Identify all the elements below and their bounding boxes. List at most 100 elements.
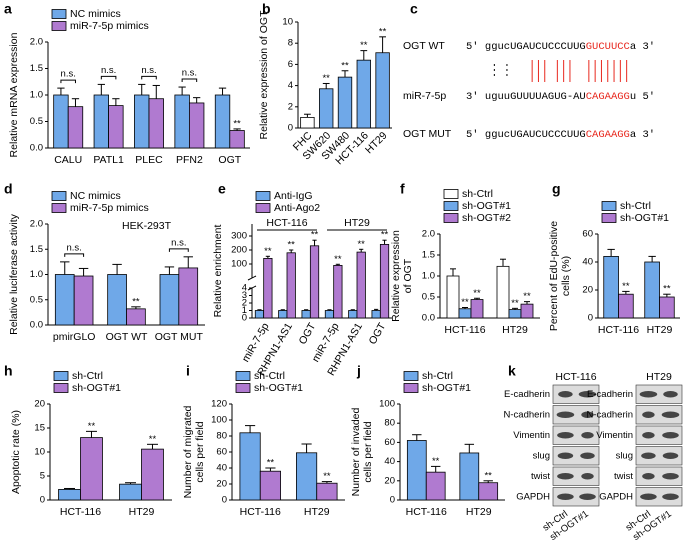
legend-label: Anti-IgG bbox=[274, 190, 313, 202]
protein-label: GAPDH bbox=[599, 491, 633, 502]
row-label: OGT WT bbox=[403, 40, 445, 52]
blot-band bbox=[557, 452, 574, 459]
y-tick-label: 100 bbox=[231, 259, 247, 270]
protein-label: slug bbox=[616, 450, 633, 461]
protein-label: N-cadherin bbox=[504, 409, 550, 420]
error-bar bbox=[257, 309, 262, 311]
significance-label: ** bbox=[360, 40, 368, 51]
x-tick-label: PFN2 bbox=[176, 154, 203, 166]
bar bbox=[470, 299, 484, 319]
y-tick-label: 1.5 bbox=[422, 250, 435, 261]
bar bbox=[188, 102, 205, 149]
x-tick-label: OGT WT bbox=[106, 331, 148, 343]
bar bbox=[324, 310, 335, 319]
panel-letter: j bbox=[356, 363, 361, 379]
protein-label: E-cadherin bbox=[587, 389, 633, 400]
panel-letter: a bbox=[4, 1, 12, 17]
y-tick-label: 60 bbox=[216, 447, 227, 458]
y-tick-label: 20 bbox=[34, 399, 45, 410]
bar bbox=[159, 274, 180, 326]
y-tick-label: 1.5 bbox=[30, 63, 43, 74]
legend-label: sh-Ctrl bbox=[422, 370, 453, 382]
y-tick-label: 2.0 bbox=[30, 37, 43, 48]
y-tick-label: 0.5 bbox=[30, 116, 43, 127]
protein-label: twist bbox=[531, 471, 550, 482]
error-bar bbox=[57, 87, 65, 95]
x-tick-label: HT29 bbox=[129, 506, 155, 518]
legend-label: sh-OGT#2 bbox=[462, 212, 511, 224]
error-bar bbox=[450, 268, 456, 276]
error-bar bbox=[304, 113, 311, 118]
error-bar bbox=[125, 482, 137, 485]
subtitle: HEK-293T bbox=[122, 220, 172, 232]
error-bar bbox=[97, 83, 105, 95]
comparison-label: n.s. bbox=[101, 65, 116, 76]
protein-label: Vimentin bbox=[596, 430, 633, 441]
y-tick-label: 3 bbox=[242, 290, 247, 301]
y-tick-label: 4 bbox=[288, 80, 293, 91]
y-tick-label: 200 bbox=[231, 245, 247, 256]
y-tick-label: 6 bbox=[288, 59, 293, 70]
bar bbox=[319, 88, 334, 129]
y-tick-label: 1.5 bbox=[30, 244, 43, 255]
bar bbox=[659, 296, 675, 319]
error-bar bbox=[152, 84, 160, 99]
significance-label: ** bbox=[663, 284, 671, 295]
y-tick-label: 10 bbox=[282, 17, 293, 28]
bar bbox=[337, 76, 353, 129]
error-bar bbox=[146, 443, 158, 450]
panel-letter: c bbox=[410, 1, 418, 17]
error-bar bbox=[360, 50, 368, 61]
error-bar bbox=[85, 430, 97, 438]
comparison-bracket bbox=[141, 75, 157, 80]
y-tick-label: 300 bbox=[231, 231, 247, 242]
error-bar bbox=[183, 256, 193, 268]
bar bbox=[458, 308, 472, 319]
panel-letter: i bbox=[186, 363, 190, 379]
bar bbox=[119, 483, 142, 501]
sequence-part: 5' ggucUGAUCUCCCUUG bbox=[466, 129, 586, 141]
y-axis-label: Apoptotic rate (%) bbox=[10, 410, 22, 494]
y-tick-label: 0.5 bbox=[422, 292, 435, 303]
legend-label: NC mimics bbox=[70, 190, 121, 202]
x-tick-label: pmirGLO bbox=[53, 331, 96, 343]
blot-band bbox=[639, 391, 658, 398]
bar bbox=[379, 243, 390, 319]
y-axis-label: Number of migrated bbox=[182, 405, 194, 498]
legend-swatch bbox=[443, 189, 459, 199]
significance-label: ** bbox=[323, 471, 331, 482]
blot-strip bbox=[552, 466, 600, 486]
bar bbox=[375, 52, 390, 129]
y-axis-label: cells per field bbox=[362, 421, 374, 482]
protein-label: N-cadherin bbox=[587, 409, 633, 420]
x-tick-label: PLEC bbox=[135, 154, 163, 166]
comparison-bracket bbox=[100, 75, 117, 80]
panel-letter: h bbox=[4, 363, 13, 379]
x-tick-label: OGT bbox=[297, 320, 319, 346]
error-bar bbox=[464, 443, 475, 453]
significance-label: ** bbox=[357, 239, 365, 250]
comparison-label: n.s. bbox=[61, 69, 76, 80]
error-bar bbox=[321, 481, 333, 484]
sequence-part: 5' ggucUGAUCUCCCUUG bbox=[466, 41, 586, 53]
bar bbox=[459, 452, 480, 501]
bar bbox=[644, 261, 660, 319]
legend-swatch bbox=[51, 21, 67, 31]
error-bar bbox=[500, 258, 506, 267]
legend-label: sh-Ctrl bbox=[462, 188, 493, 200]
legend-swatch bbox=[255, 203, 271, 213]
error-bar bbox=[374, 308, 379, 311]
sequence-part: a 3' bbox=[630, 129, 655, 141]
y-tick-label: 60 bbox=[582, 229, 593, 240]
blot-band bbox=[557, 432, 574, 439]
significance-label: ** bbox=[379, 26, 387, 37]
blot-band bbox=[641, 452, 656, 459]
legend-swatch bbox=[443, 213, 459, 223]
legend-label: sh-OGT#1 bbox=[254, 382, 303, 394]
bar bbox=[67, 106, 84, 149]
y-tick-label: 0.0 bbox=[422, 313, 435, 324]
y-tick-label: 0 bbox=[40, 495, 45, 506]
significance-label: ** bbox=[311, 230, 319, 241]
error-bar bbox=[483, 480, 493, 483]
significance-label: ** bbox=[622, 281, 630, 292]
